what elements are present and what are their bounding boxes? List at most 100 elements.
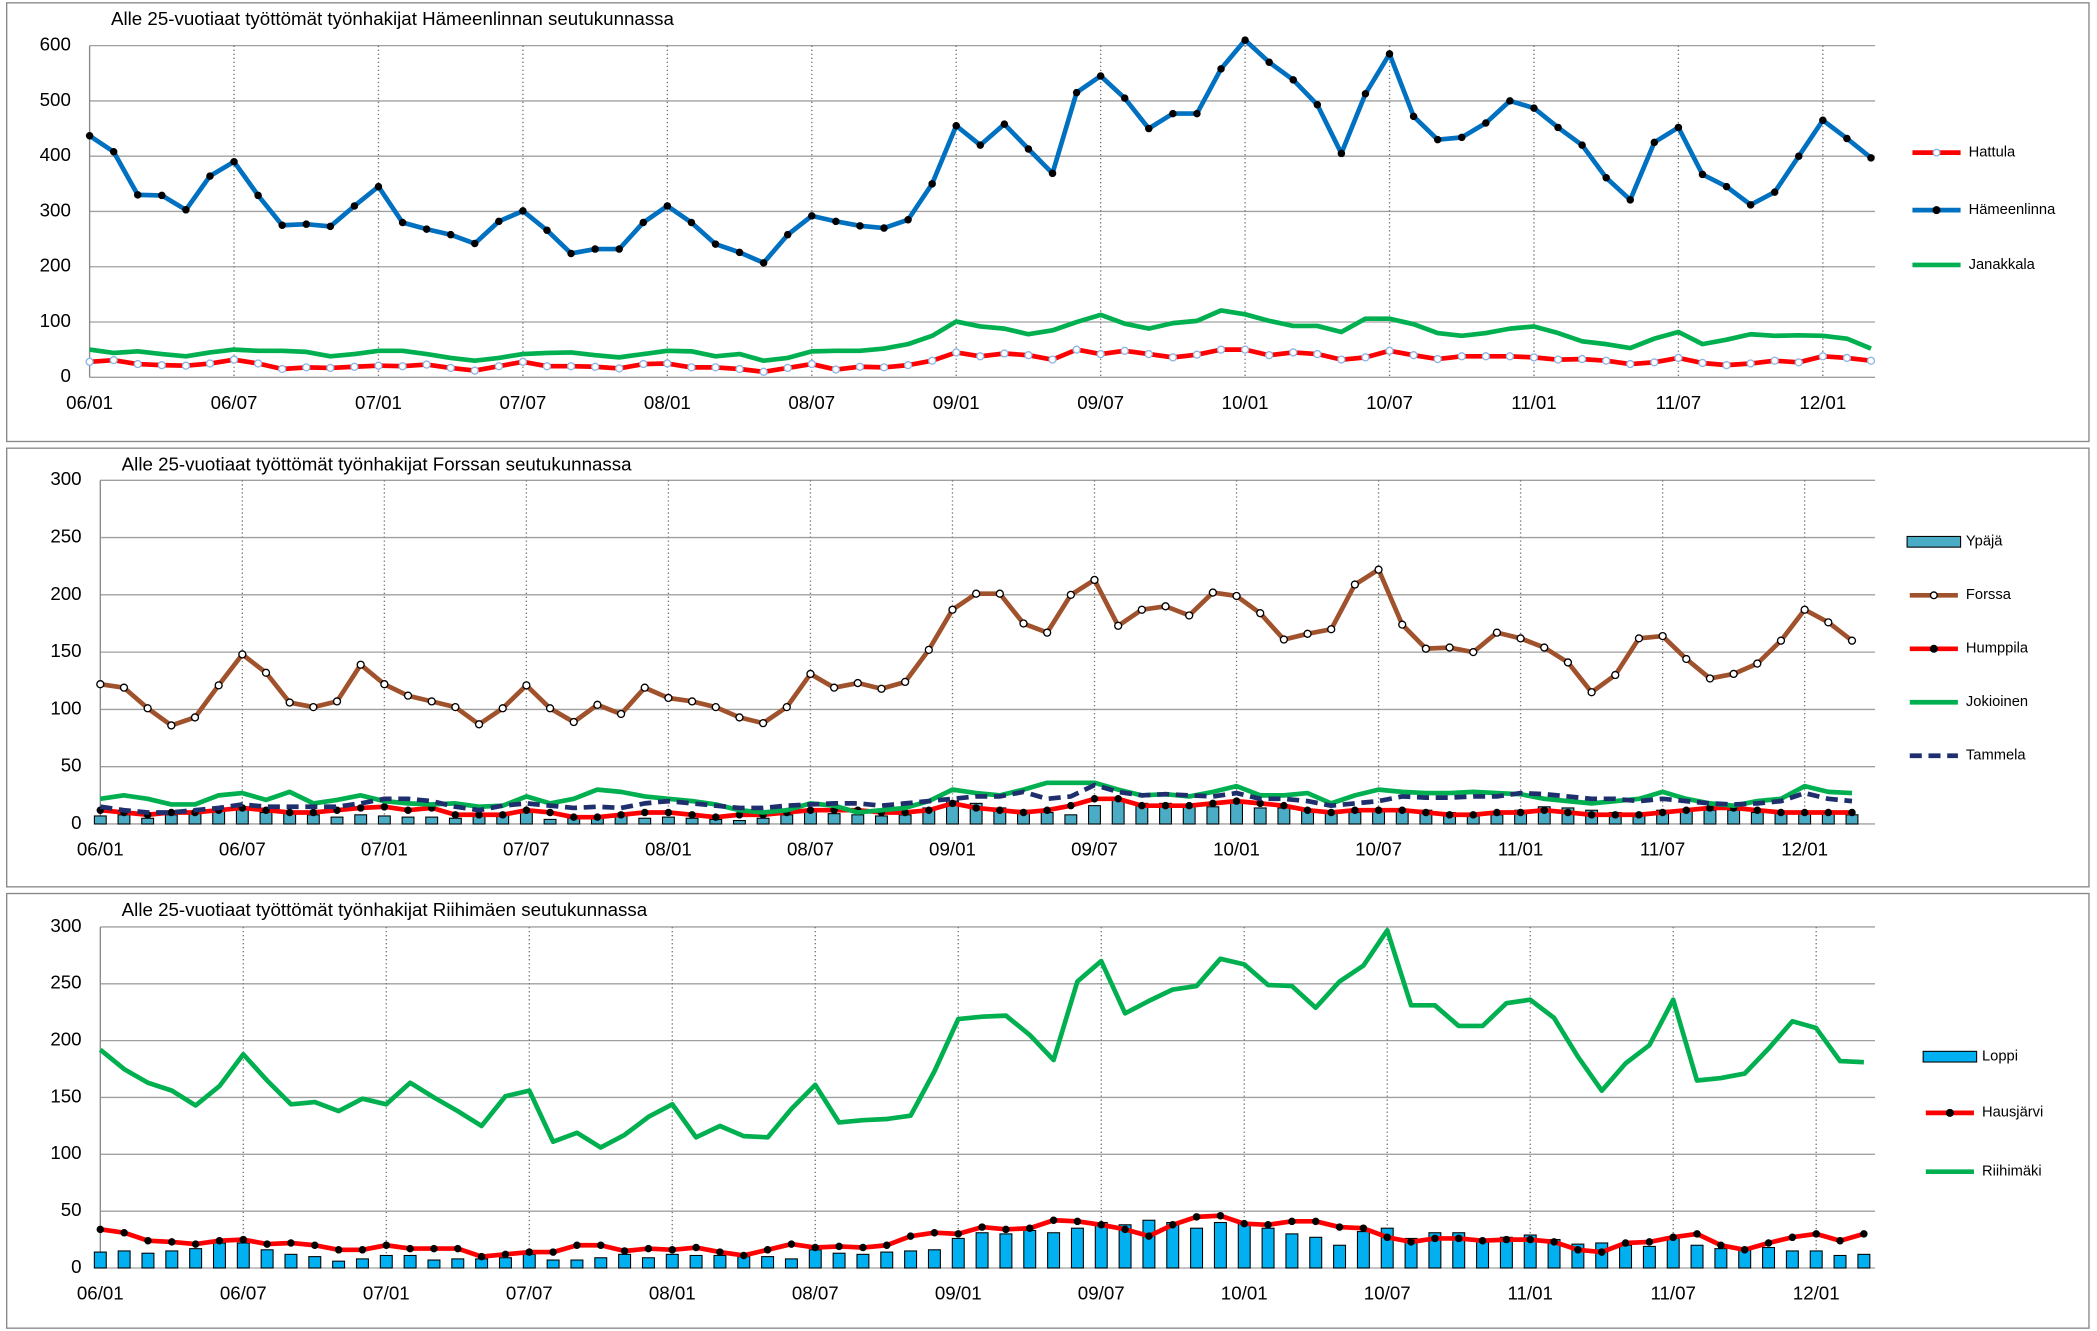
marker xyxy=(903,360,913,370)
marker xyxy=(475,811,483,819)
marker xyxy=(406,1244,414,1253)
bar xyxy=(689,1254,703,1269)
bar xyxy=(856,1253,870,1269)
marker xyxy=(1722,182,1731,191)
bar xyxy=(1023,1229,1037,1269)
bar xyxy=(1111,798,1125,825)
marker xyxy=(1374,806,1383,814)
marker xyxy=(1026,1224,1034,1232)
marker xyxy=(593,813,602,821)
marker xyxy=(205,359,215,368)
bar xyxy=(875,815,888,825)
marker xyxy=(1216,1211,1225,1220)
marker xyxy=(446,363,455,373)
marker xyxy=(309,702,318,712)
series-line xyxy=(99,782,1853,815)
bar xyxy=(1642,1245,1656,1269)
marker xyxy=(302,363,311,372)
marker xyxy=(1232,591,1241,601)
marker xyxy=(900,677,910,687)
marker xyxy=(930,1229,939,1237)
bar xyxy=(165,1250,179,1269)
marker xyxy=(1540,643,1549,652)
legend-label: Tammela xyxy=(1966,748,2026,764)
x-tick-label: 10/01 xyxy=(1222,392,1269,413)
marker xyxy=(254,191,262,200)
panel-frame xyxy=(6,2,2090,443)
y-tick-label: 200 xyxy=(50,583,81,604)
legend-swatch xyxy=(1906,535,1962,548)
marker xyxy=(1705,674,1715,683)
marker xyxy=(1192,1213,1201,1221)
bar xyxy=(1070,1227,1084,1269)
marker xyxy=(1209,799,1217,808)
marker xyxy=(620,1247,629,1255)
marker xyxy=(1770,356,1779,365)
marker xyxy=(1602,173,1610,182)
marker xyxy=(1327,808,1335,817)
marker xyxy=(759,367,768,376)
marker xyxy=(543,226,551,235)
marker xyxy=(546,808,554,817)
bar xyxy=(594,1257,608,1269)
marker xyxy=(740,1251,748,1260)
marker xyxy=(398,362,407,371)
marker xyxy=(1067,801,1075,810)
marker xyxy=(664,808,673,817)
marker xyxy=(1626,359,1635,369)
marker xyxy=(711,363,720,372)
marker xyxy=(1096,72,1105,80)
marker xyxy=(716,1248,724,1256)
marker xyxy=(808,212,816,220)
panel-frame xyxy=(6,892,2090,1329)
marker xyxy=(1634,634,1644,643)
marker xyxy=(1350,580,1360,589)
marker xyxy=(972,804,980,812)
bar xyxy=(1785,1250,1799,1269)
bar xyxy=(1333,1244,1347,1269)
marker xyxy=(1753,659,1762,668)
bar xyxy=(638,817,652,825)
bar xyxy=(354,814,368,825)
bar xyxy=(425,816,439,825)
marker xyxy=(1554,123,1562,132)
bar xyxy=(308,1256,322,1269)
y-tick-label: 150 xyxy=(50,640,81,661)
legend-label: Hausjärvi xyxy=(1982,1105,2043,1121)
marker xyxy=(925,806,933,814)
bar xyxy=(1309,1236,1323,1269)
marker xyxy=(1145,1232,1153,1240)
marker xyxy=(1587,688,1596,697)
x-tick-label: 09/01 xyxy=(935,1283,982,1304)
marker xyxy=(996,806,1004,814)
marker xyxy=(1482,119,1490,127)
x-tick-label: 06/07 xyxy=(220,1283,267,1304)
y-tick-label: 300 xyxy=(50,915,81,936)
marker xyxy=(1024,145,1033,153)
marker xyxy=(1337,355,1346,364)
bar xyxy=(1040,811,1054,825)
marker xyxy=(782,702,791,712)
marker xyxy=(1777,808,1785,817)
marker xyxy=(1564,808,1572,817)
marker xyxy=(806,806,815,814)
bar xyxy=(904,1250,918,1269)
marker xyxy=(616,709,626,719)
marker xyxy=(134,191,142,199)
y-tick-label: 200 xyxy=(40,255,71,276)
marker xyxy=(995,589,1004,598)
marker xyxy=(326,222,335,231)
marker xyxy=(1682,654,1691,664)
marker xyxy=(1019,619,1028,628)
bar xyxy=(1356,1231,1370,1269)
x-tick-label: 08/01 xyxy=(645,839,692,860)
marker xyxy=(904,216,912,224)
marker xyxy=(879,363,889,372)
marker xyxy=(1530,104,1538,112)
marker xyxy=(1043,806,1051,814)
marker xyxy=(403,691,413,700)
marker xyxy=(1303,629,1312,638)
marker xyxy=(783,363,792,373)
